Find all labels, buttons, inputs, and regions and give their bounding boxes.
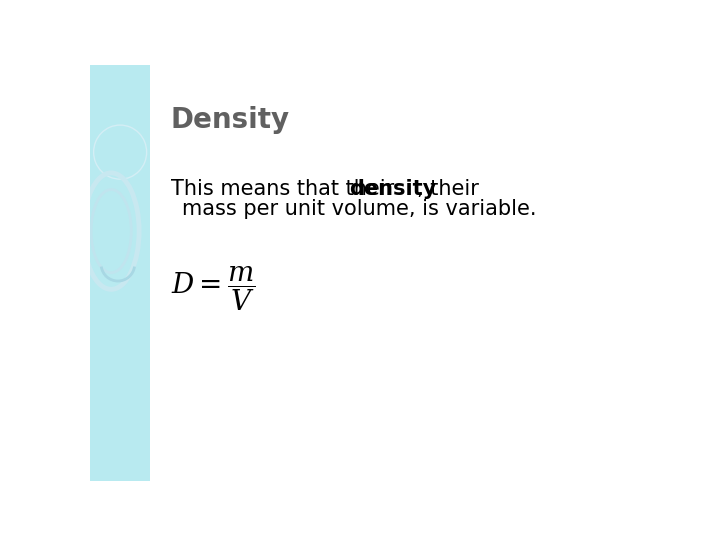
Text: , their: , their [417,179,479,199]
Text: density: density [349,179,436,199]
Text: Density: Density [171,106,290,134]
Text: This means that their: This means that their [171,179,401,199]
Text: $D = \dfrac{m}{V}$: $D = \dfrac{m}{V}$ [171,265,256,313]
Bar [90,65,150,481]
Text: mass per unit volume, is variable.: mass per unit volume, is variable. [182,199,536,219]
